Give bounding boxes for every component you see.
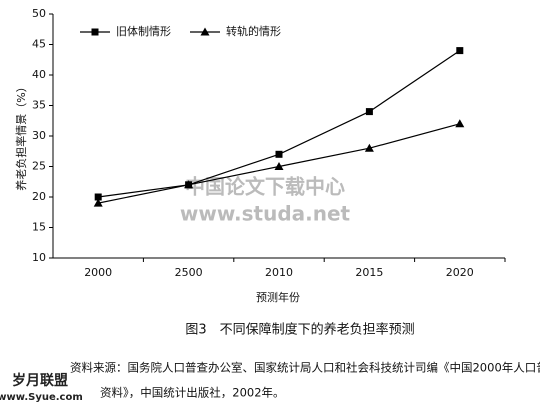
x-tick-label: 2010 — [265, 266, 293, 279]
watermark: www.Syue.com — [0, 392, 83, 403]
y-tick-label: 20 — [32, 190, 46, 203]
legend-label: 转轨的情形 — [226, 24, 281, 38]
source-line: 资料》，中国统计出版社，2002年。 — [100, 386, 285, 400]
marker — [184, 180, 194, 189]
y-tick-label: 15 — [32, 221, 46, 234]
y-tick-label: 10 — [32, 251, 46, 264]
watermark: 中国论文下载中心 — [185, 175, 345, 199]
caption: 图3 不同保障制度下的养老负担率预测 — [185, 322, 414, 338]
marker — [455, 119, 465, 128]
y-tick-label: 30 — [32, 129, 46, 142]
x-tick-label: 2500 — [175, 266, 203, 279]
x-axis-label: 预测年份 — [256, 290, 300, 304]
marker — [364, 143, 374, 152]
marker — [274, 162, 284, 170]
marker — [91, 28, 99, 36]
marker — [456, 47, 464, 55]
marker — [93, 198, 103, 207]
y-tick-label: 50 — [32, 7, 46, 20]
y-tick-label: 25 — [32, 160, 46, 173]
marker — [200, 27, 210, 36]
x-tick-label: 2015 — [355, 266, 383, 279]
x-tick-label: 2000 — [84, 266, 112, 279]
source-line: 资料来源：国务院人口普查办公室、国家统计局人口和社会科技统计司编《中国2000年… — [70, 361, 540, 375]
marker — [275, 150, 283, 158]
x-tick-label: 2020 — [446, 266, 474, 279]
marker — [365, 108, 373, 116]
y-tick-label: 35 — [32, 99, 46, 112]
y-axis-label: 养老负担率情景（%） — [14, 81, 28, 190]
watermark: www.studa.net — [180, 202, 351, 226]
y-tick-label: 40 — [32, 68, 46, 81]
legend-label: 旧体制情形 — [116, 24, 171, 38]
y-tick-label: 45 — [32, 38, 46, 51]
marker — [94, 193, 102, 201]
watermark: 岁月联盟 — [12, 372, 68, 389]
